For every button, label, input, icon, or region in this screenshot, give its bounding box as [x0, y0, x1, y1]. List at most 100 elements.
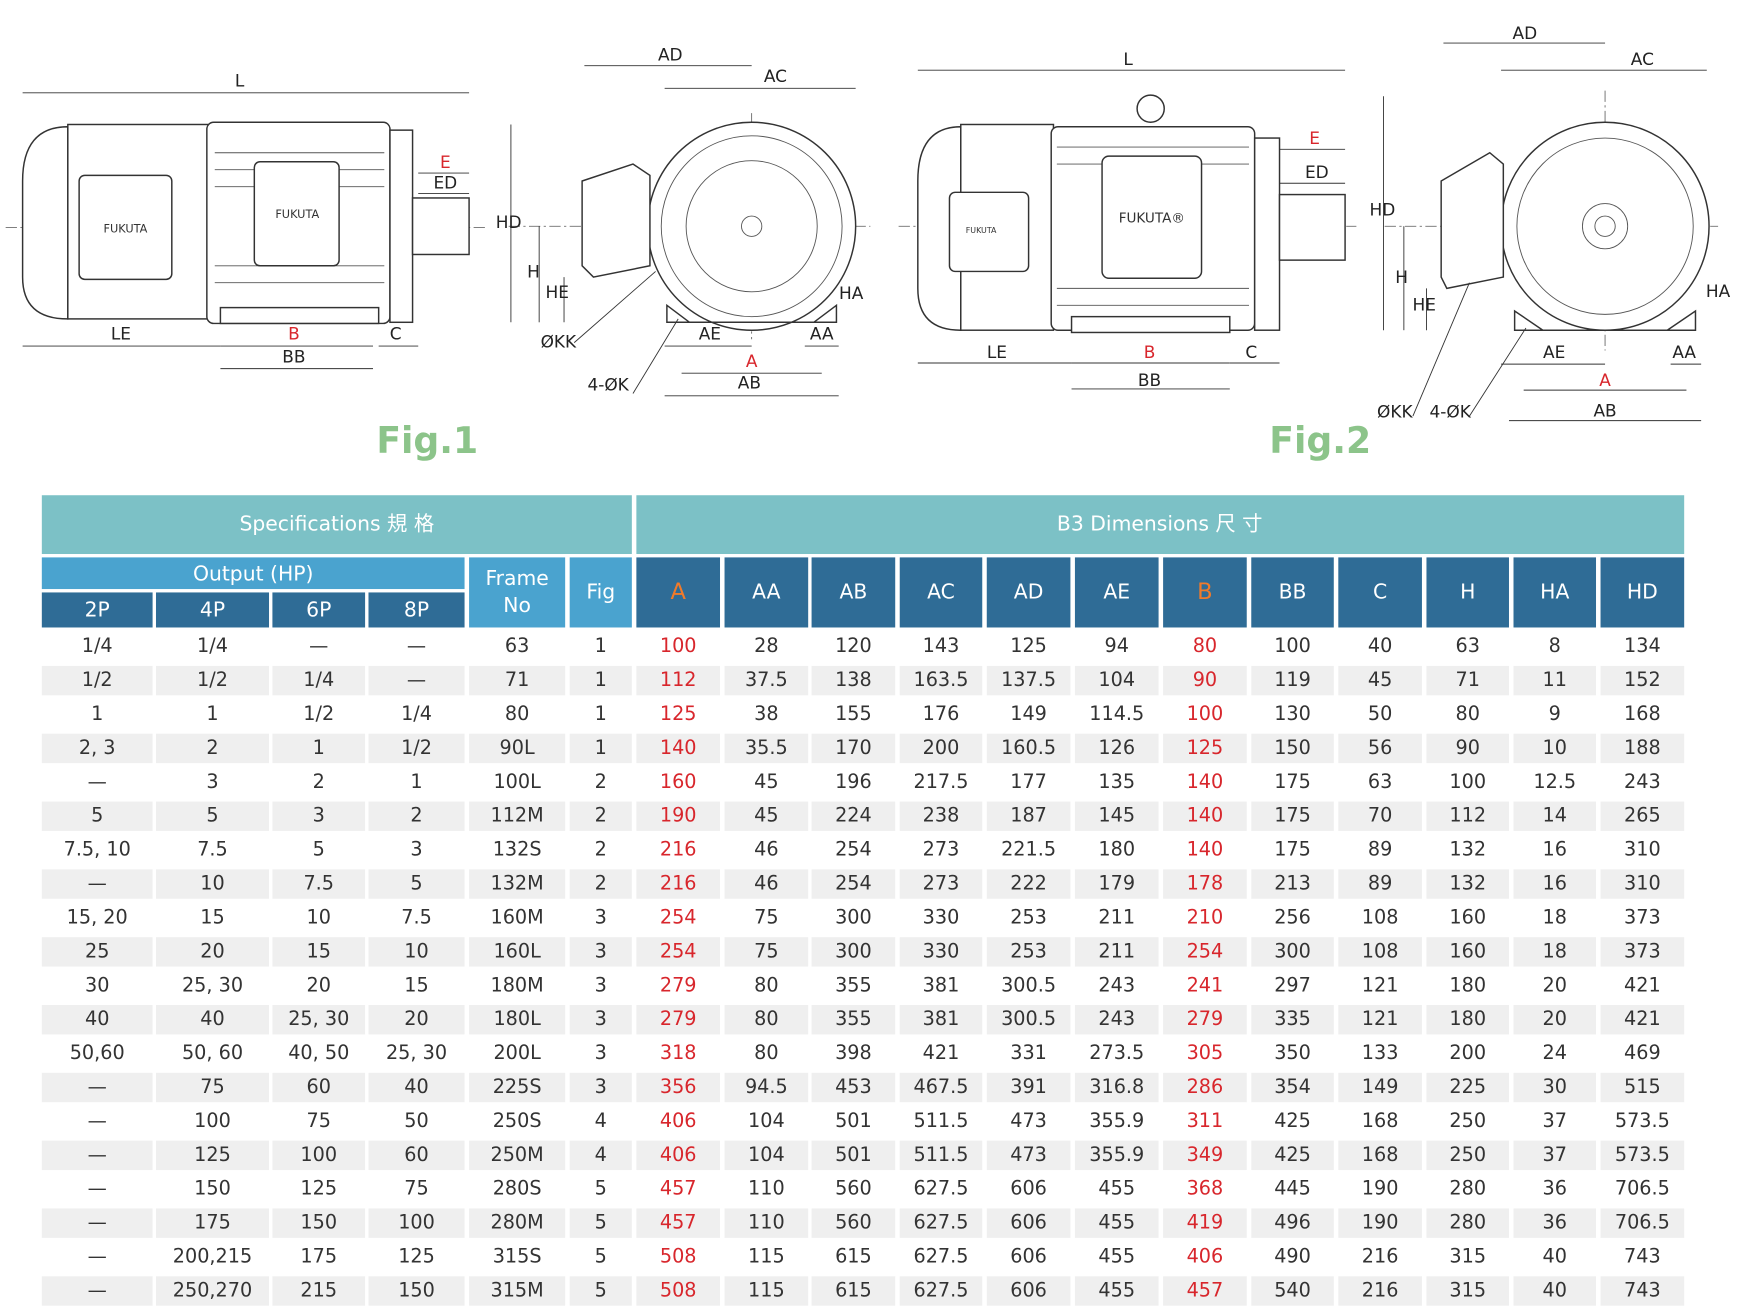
cell: 187 — [1010, 804, 1047, 827]
cell: 615 — [835, 1245, 872, 1268]
cell: 40 — [1543, 1278, 1567, 1301]
cell: 46 — [754, 872, 778, 895]
cell: 445 — [1274, 1177, 1311, 1200]
row-cell-bg — [469, 1005, 566, 1035]
cell: 421 — [923, 1041, 960, 1064]
dimension-header: A — [670, 579, 686, 605]
brand: FUKUTA® — [1119, 210, 1185, 226]
cell: 273 — [923, 838, 960, 861]
output-header: Output (HP) — [193, 561, 313, 585]
cell: 160.5 — [1001, 736, 1056, 759]
cell: 125 — [300, 1177, 337, 1200]
cell: 9 — [1549, 702, 1561, 725]
cell: 100 — [300, 1143, 337, 1166]
cell: 56 — [1368, 736, 1392, 759]
row-cell-bg — [1251, 1072, 1334, 1103]
cell: 70 — [1368, 804, 1392, 827]
cell: — — [88, 1245, 107, 1268]
cell: 241 — [1187, 973, 1224, 996]
cell: 80 — [754, 1041, 778, 1064]
dimension-header-cell — [1251, 557, 1334, 628]
dim-label: L — [235, 71, 245, 91]
row-cell-bg — [155, 1072, 270, 1103]
cell: 5 — [91, 804, 103, 827]
row-cell-bg — [368, 1140, 465, 1171]
cell: 40 — [1543, 1245, 1567, 1268]
row-cell-bg — [1163, 665, 1247, 696]
row-cell-bg — [469, 801, 566, 831]
cell: 94.5 — [745, 1075, 788, 1098]
cell: 540 — [1274, 1278, 1311, 1301]
cell: 120 — [835, 634, 872, 657]
row-cell-bg — [155, 1140, 270, 1171]
cell: — — [309, 634, 328, 657]
cell: 243 — [1098, 973, 1135, 996]
cell: 5 — [595, 1278, 607, 1301]
spec-table: Specifications 規 格 B3 Dimensions 尺 寸 Outpu… — [41, 495, 1685, 1306]
cell: 89 — [1368, 872, 1392, 895]
cell: 80 — [1456, 702, 1480, 725]
row-cell-bg — [368, 1072, 465, 1103]
cell: 216 — [1362, 1245, 1399, 1268]
cell: 457 — [660, 1211, 697, 1234]
cell: 2 — [595, 804, 607, 827]
cell: 133 — [1362, 1041, 1399, 1064]
cell: 310 — [1624, 872, 1661, 895]
row-cell-bg — [1251, 937, 1334, 967]
cell: 115 — [748, 1245, 785, 1268]
row-cell-bg — [1426, 869, 1509, 899]
cell: 45 — [754, 804, 778, 827]
cell: 28 — [754, 634, 778, 657]
row-cell-bg — [1513, 733, 1597, 764]
row-cell-bg — [1074, 869, 1159, 899]
cell: 354 — [1274, 1075, 1311, 1098]
cell: 305 — [1187, 1041, 1224, 1064]
cell: 225 — [1449, 1075, 1486, 1098]
row-cell-bg — [1513, 1140, 1597, 1171]
row-cell-bg — [1600, 869, 1685, 899]
cell: 175 — [1274, 838, 1311, 861]
cell: 25, 30 — [182, 973, 243, 996]
cell: 15 — [404, 973, 428, 996]
cell: — — [88, 1109, 107, 1132]
cell: 3 — [595, 1007, 607, 1030]
cell: 50, 60 — [182, 1041, 243, 1064]
row-cell-bg — [1426, 1208, 1509, 1238]
dim-label: H — [527, 262, 540, 282]
cell: — — [88, 1143, 107, 1166]
row-cell-bg — [1426, 1005, 1509, 1035]
cell: 140 — [1187, 770, 1224, 793]
row-cell-bg — [986, 1072, 1071, 1103]
cell: 250 — [1449, 1109, 1486, 1132]
cell: 406 — [1187, 1245, 1224, 1268]
cell: 419 — [1187, 1211, 1224, 1234]
cell: 1 — [595, 736, 607, 759]
frame-header: No — [503, 593, 531, 617]
cell: 1/4 — [197, 634, 228, 657]
row-cell-bg — [1163, 801, 1247, 831]
row-cell-bg — [811, 801, 896, 831]
row-cell-bg — [1251, 665, 1334, 696]
cell: 15, 20 — [67, 905, 128, 928]
row-cell-bg — [469, 869, 566, 899]
dimension-header: B — [1197, 579, 1213, 605]
cell: 743 — [1624, 1245, 1661, 1268]
cell: 180 — [1449, 1007, 1486, 1030]
cell: 3 — [313, 804, 325, 827]
cell: 496 — [1274, 1211, 1311, 1234]
cell: 140 — [660, 736, 697, 759]
cell: 1/4 — [401, 702, 432, 725]
row-cell-bg — [1074, 1140, 1159, 1171]
row-cell-bg — [986, 665, 1071, 696]
cell: 90 — [1456, 736, 1480, 759]
cell: 318 — [660, 1041, 697, 1064]
row-cell-bg — [1513, 1005, 1597, 1035]
cell: 355.9 — [1089, 1143, 1144, 1166]
cell: 222 — [1010, 872, 1047, 895]
dim-label: AB — [1593, 401, 1616, 421]
row-cell-bg — [899, 801, 983, 831]
cell: 100 — [1187, 702, 1224, 725]
cell: 160L — [493, 939, 541, 962]
row-cell-bg — [811, 665, 896, 696]
row-cell-bg — [1426, 665, 1509, 696]
